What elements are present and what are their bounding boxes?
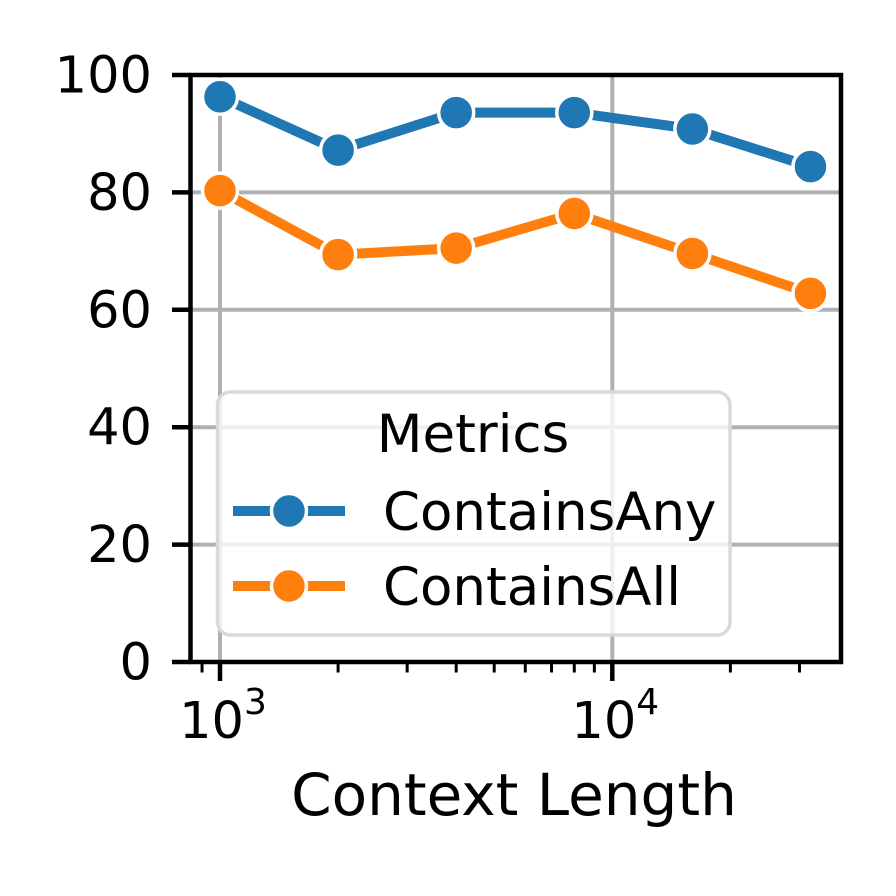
data-point-containsall-32000 [791, 274, 830, 313]
legend-entry-containsany: ContainsAny [233, 482, 716, 543]
plot-border [188, 72, 844, 665]
data-point-containsall-8000 [555, 194, 594, 233]
data-point-containsany-8000 [555, 93, 594, 132]
x-tick-label: 104 [571, 682, 659, 751]
series-line-containsall [215, 185, 816, 299]
legend: Metrics ContainsAny ContainsAll [215, 390, 732, 637]
x-tick-label: 103 [179, 682, 267, 751]
series-line-containsany [215, 91, 816, 172]
y-tick-label: 40 [87, 399, 152, 458]
y-tick-label: 100 [55, 47, 152, 106]
data-point-containsany-4000 [436, 93, 476, 132]
data-point-containsany-32000 [791, 147, 830, 186]
legend-label-containsany: ContainsAny [383, 482, 716, 543]
y-tick-label: 60 [87, 281, 152, 340]
legend-entry-containsall: ContainsAll [233, 557, 681, 618]
legend-marker-containsany [269, 491, 309, 531]
y-tick-label: 0 [120, 634, 152, 693]
data-point-containsany-2000 [318, 130, 358, 170]
tick-label-layer: 0 20 40 60 80 100 103 104 [55, 47, 660, 752]
data-point-containsall-16000 [673, 234, 712, 273]
tick-layer [172, 72, 801, 681]
legend-title: Metrics [377, 404, 569, 465]
y-tick-label: 80 [87, 164, 152, 223]
legend-label-containsall: ContainsAll [383, 557, 681, 618]
data-point-containsall-2000 [318, 235, 358, 274]
data-point-containsall-4000 [436, 228, 476, 268]
data-point-containsany-1000 [200, 77, 240, 116]
y-tick-label: 20 [87, 516, 152, 575]
legend-marker-containsall [269, 566, 309, 606]
legend-box [215, 390, 732, 637]
x-axis-label: Context Length [291, 761, 737, 829]
series-layer [200, 77, 830, 313]
data-point-containsany-16000 [673, 109, 712, 149]
data-point-containsall-1000 [200, 171, 240, 210]
